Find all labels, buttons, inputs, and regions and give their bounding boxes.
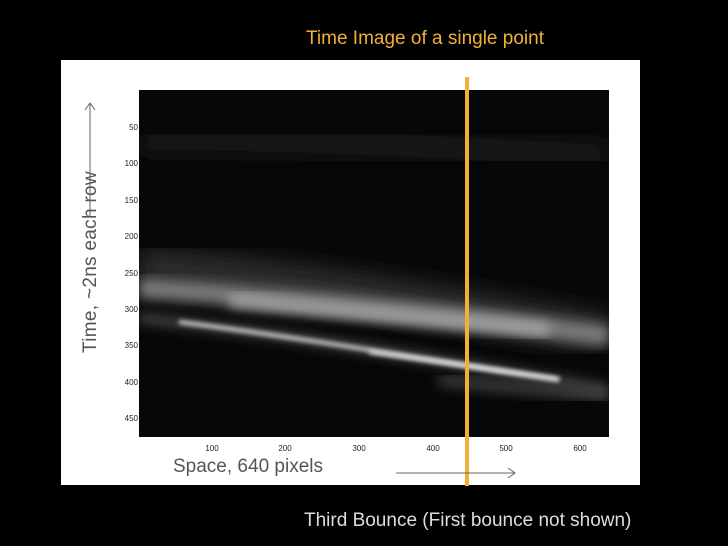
y-axis-arrow-icon — [84, 102, 96, 216]
x-tick: 600 — [573, 444, 587, 453]
slide-caption: Third Bounce (First bounce not shown) — [304, 510, 632, 531]
x-tick: 100 — [205, 444, 219, 453]
x-tick: 400 — [426, 444, 440, 453]
streak-image — [139, 90, 609, 437]
y-tick: 50 — [129, 123, 138, 132]
y-tick: 350 — [124, 341, 138, 350]
streak-image-svg — [139, 128, 609, 400]
slide-title: Time Image of a single point — [306, 28, 544, 49]
y-tick: 450 — [124, 414, 138, 423]
x-tick: 500 — [499, 444, 513, 453]
y-tick: 400 — [124, 378, 138, 387]
y-tick: 150 — [124, 196, 138, 205]
x-tick: 200 — [278, 444, 292, 453]
y-tick: 300 — [124, 305, 138, 314]
y-tick: 200 — [124, 232, 138, 241]
x-axis-label: Space, 640 pixels — [173, 456, 323, 477]
x-tick: 300 — [352, 444, 366, 453]
y-tick: 100 — [124, 159, 138, 168]
x-axis-arrow-icon — [396, 467, 516, 479]
y-tick: 250 — [124, 269, 138, 278]
